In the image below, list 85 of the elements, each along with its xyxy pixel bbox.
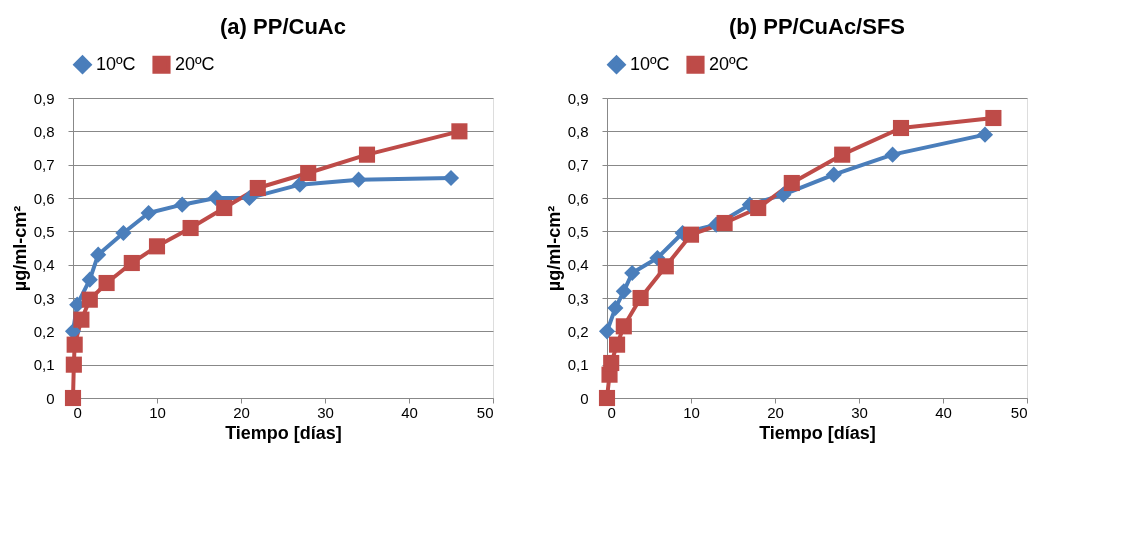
point xyxy=(140,204,157,222)
y-tick-label: 0,5 xyxy=(33,222,55,240)
y-tick-label: 0,8 xyxy=(567,122,589,140)
point xyxy=(750,199,767,217)
point xyxy=(609,336,626,353)
y-tick-label: 0,2 xyxy=(567,322,589,340)
point xyxy=(66,336,83,353)
point xyxy=(598,323,616,340)
point xyxy=(291,176,308,193)
y-tick-label: 0,6 xyxy=(567,189,589,207)
y-tick-label: 0,8 xyxy=(33,122,55,140)
legend-label: 20ºC xyxy=(709,53,749,74)
point xyxy=(73,311,90,328)
point xyxy=(350,171,367,188)
point xyxy=(442,169,460,187)
y-tick-label: 0,5 xyxy=(567,222,589,240)
y-tick-label: 0,1 xyxy=(33,356,55,374)
y-tick-label: 0,4 xyxy=(33,256,55,274)
x-tick-label: 40 xyxy=(401,403,418,421)
point xyxy=(358,146,376,163)
point xyxy=(615,318,632,335)
x-tick-label: 0 xyxy=(607,403,616,421)
point xyxy=(825,166,842,183)
point xyxy=(98,274,115,292)
y-tick-label: 0,2 xyxy=(33,322,55,340)
point xyxy=(682,226,700,243)
point xyxy=(182,219,199,237)
y-tick-label: 0,3 xyxy=(567,289,589,307)
x-tick-label: 10 xyxy=(683,403,700,421)
x-tick-label: 50 xyxy=(476,403,494,421)
point xyxy=(64,389,82,407)
point xyxy=(976,126,994,143)
point xyxy=(65,356,82,373)
point xyxy=(598,389,616,407)
point xyxy=(249,179,266,197)
y-axis-title: µg/ml-cm² xyxy=(543,205,564,292)
x-tick-label: 30 xyxy=(317,403,334,421)
chart-title: (a) PP/CuAc xyxy=(220,14,346,39)
y-tick-label: 0,9 xyxy=(33,89,55,107)
y-tick-label: 0,7 xyxy=(567,156,589,174)
point xyxy=(657,258,674,275)
y-tick-label: 0,6 xyxy=(33,189,55,207)
legend-label: 10ºC xyxy=(630,53,670,74)
x-axis-title: Tiempo [días] xyxy=(225,422,342,443)
x-tick-label: 20 xyxy=(767,403,784,421)
y-tick-label: 0,4 xyxy=(567,256,589,274)
y-tick-label: 0,9 xyxy=(567,89,589,107)
y-tick-label: 0 xyxy=(46,389,55,407)
point xyxy=(615,283,632,300)
point xyxy=(90,246,107,263)
point xyxy=(300,164,317,182)
point xyxy=(624,264,641,282)
point xyxy=(451,123,468,140)
x-tick-label: 50 xyxy=(1010,403,1028,421)
x-tick-label: 10 xyxy=(149,403,166,421)
x-tick-label: 0 xyxy=(73,403,82,421)
point xyxy=(603,354,620,372)
point xyxy=(148,238,166,255)
y-tick-label: 0,7 xyxy=(33,156,55,174)
x-tick-label: 30 xyxy=(851,403,868,421)
legend-label: 20ºC xyxy=(175,53,215,74)
point xyxy=(81,291,98,308)
point xyxy=(81,271,98,288)
point xyxy=(783,174,800,192)
point xyxy=(174,196,191,213)
point xyxy=(834,146,851,163)
point xyxy=(123,254,140,272)
legend-label: 10ºC xyxy=(96,53,136,74)
x-axis-title: Tiempo [días] xyxy=(759,422,876,443)
point xyxy=(632,289,649,307)
point xyxy=(115,224,132,242)
point xyxy=(607,299,624,317)
point xyxy=(216,199,233,217)
chart-title: (b) PP/CuAc/SFS xyxy=(728,14,906,39)
point xyxy=(716,214,733,232)
y-tick-label: 0,1 xyxy=(567,356,589,374)
x-tick-label: 20 xyxy=(233,403,250,421)
x-tick-label: 40 xyxy=(935,403,952,421)
y-tick-label: 0 xyxy=(580,389,589,407)
y-axis-title: µg/ml-cm² xyxy=(9,205,30,292)
point xyxy=(892,119,910,137)
point xyxy=(985,109,1002,127)
y-tick-label: 0,3 xyxy=(33,289,55,307)
point xyxy=(884,146,901,163)
point xyxy=(775,186,792,203)
